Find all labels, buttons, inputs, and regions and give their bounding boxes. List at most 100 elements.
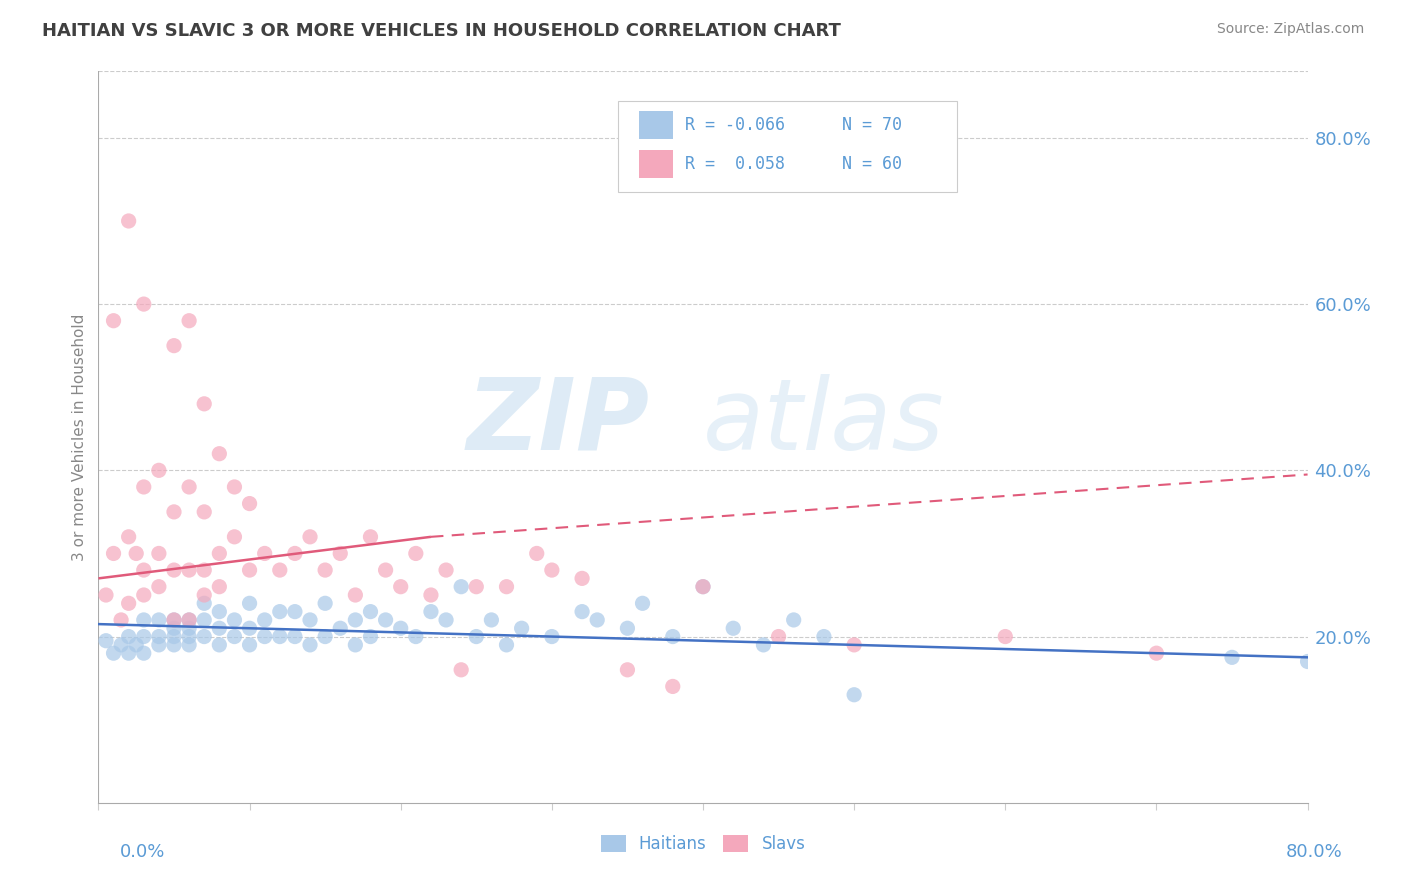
- Point: [405, 630, 427, 644]
- Point: [434, 563, 457, 577]
- Point: [465, 630, 488, 644]
- Point: [269, 630, 291, 644]
- Point: [661, 680, 683, 694]
- Point: [299, 638, 322, 652]
- Point: [193, 563, 215, 577]
- Point: [224, 630, 246, 644]
- Point: [405, 546, 427, 560]
- Point: [481, 613, 503, 627]
- Point: [179, 314, 201, 328]
- Point: [329, 621, 352, 635]
- Point: [344, 588, 367, 602]
- Point: [495, 580, 517, 594]
- Point: [450, 580, 472, 594]
- Point: [389, 621, 412, 635]
- Point: [118, 646, 141, 660]
- Point: [163, 338, 186, 352]
- Point: [132, 646, 155, 660]
- Point: [110, 638, 132, 652]
- Point: [253, 546, 276, 560]
- Point: [193, 613, 215, 627]
- Point: [994, 630, 1017, 644]
- Point: [420, 588, 443, 602]
- Point: [1220, 650, 1243, 665]
- Point: [125, 546, 148, 560]
- Text: ZIP: ZIP: [467, 374, 650, 471]
- Point: [163, 613, 186, 627]
- Point: [118, 630, 141, 644]
- Point: [510, 621, 533, 635]
- Point: [179, 563, 201, 577]
- Text: 0.0%: 0.0%: [120, 843, 165, 861]
- Point: [752, 638, 775, 652]
- Text: 80.0%: 80.0%: [1286, 843, 1343, 861]
- Point: [179, 613, 201, 627]
- Point: [94, 588, 117, 602]
- Point: [224, 480, 246, 494]
- Point: [224, 530, 246, 544]
- Point: [239, 563, 262, 577]
- Point: [434, 613, 457, 627]
- Point: [360, 630, 382, 644]
- Point: [132, 480, 155, 494]
- Point: [661, 630, 683, 644]
- Point: [495, 638, 517, 652]
- Point: [284, 630, 307, 644]
- Point: [783, 613, 806, 627]
- Point: [125, 638, 148, 652]
- Point: [179, 621, 201, 635]
- Point: [132, 563, 155, 577]
- Point: [148, 463, 170, 477]
- Point: [314, 563, 336, 577]
- Point: [208, 621, 231, 635]
- Point: [148, 630, 170, 644]
- Point: [132, 588, 155, 602]
- Point: [148, 580, 170, 594]
- Point: [571, 605, 593, 619]
- Point: [1144, 646, 1167, 660]
- Point: [163, 630, 186, 644]
- FancyBboxPatch shape: [638, 151, 673, 178]
- Legend: Haitians, Slavs: Haitians, Slavs: [600, 835, 806, 853]
- Point: [723, 621, 745, 635]
- Text: R = -0.066: R = -0.066: [685, 116, 785, 134]
- Point: [148, 613, 170, 627]
- Point: [224, 613, 246, 627]
- Point: [253, 613, 276, 627]
- Y-axis label: 3 or more Vehicles in Household: 3 or more Vehicles in Household: [72, 313, 87, 561]
- Point: [148, 546, 170, 560]
- Point: [132, 613, 155, 627]
- Point: [374, 563, 396, 577]
- Point: [239, 497, 262, 511]
- Point: [179, 613, 201, 627]
- Point: [148, 638, 170, 652]
- Point: [344, 613, 367, 627]
- Point: [103, 546, 125, 560]
- Point: [329, 546, 352, 560]
- Point: [813, 630, 835, 644]
- Point: [193, 397, 215, 411]
- Point: [389, 580, 412, 594]
- Point: [132, 630, 155, 644]
- Point: [360, 530, 382, 544]
- Point: [110, 613, 132, 627]
- Text: Source: ZipAtlas.com: Source: ZipAtlas.com: [1216, 22, 1364, 37]
- Point: [208, 605, 231, 619]
- Point: [269, 605, 291, 619]
- Point: [284, 605, 307, 619]
- Point: [1296, 655, 1319, 669]
- Point: [692, 580, 714, 594]
- Point: [269, 563, 291, 577]
- Point: [193, 505, 215, 519]
- Text: N = 70: N = 70: [842, 116, 903, 134]
- Point: [118, 530, 141, 544]
- Point: [179, 630, 201, 644]
- Point: [844, 688, 866, 702]
- Point: [540, 563, 562, 577]
- Text: R =  0.058: R = 0.058: [685, 155, 785, 173]
- Point: [314, 596, 336, 610]
- Point: [208, 638, 231, 652]
- Point: [616, 621, 638, 635]
- Point: [284, 546, 307, 560]
- Point: [768, 630, 790, 644]
